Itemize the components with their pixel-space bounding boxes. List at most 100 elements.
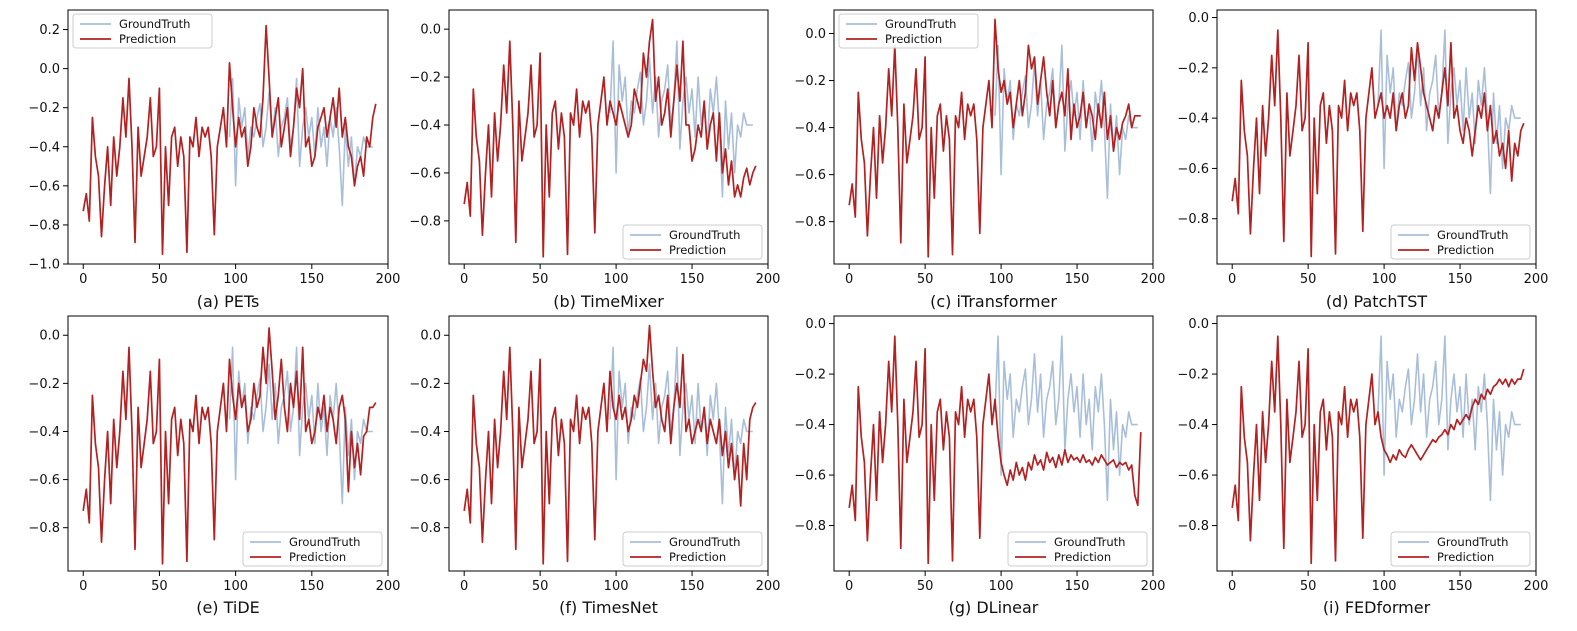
legend-label: Prediction — [1437, 550, 1494, 564]
x-tick-label: 150 — [299, 272, 324, 287]
legend-label: GroundTruth — [885, 17, 956, 31]
groundtruth-line — [994, 335, 1138, 502]
x-tick-label: 150 — [1065, 272, 1090, 287]
y-tick-label: 0.0 — [1188, 317, 1209, 332]
y-tick-label: −0.4 — [409, 425, 441, 440]
chart-panel: 0 50 100 150 200 −1.0 −0.8 −0.6 −0.4 −0.2 0.0 0.2 Gr… — [28, 9, 401, 311]
chart-panel: 0 50 100 150 200 −0.8 −0.6 −0.4 −0.2 0.0 GroundTru… — [1177, 315, 1548, 617]
chart-panel: 0 50 100 150 200 −0.8 −0.6 −0.4 −0.2 0.0 GroundTru… — [409, 9, 780, 311]
x-tick-label: 0 — [460, 579, 468, 594]
legend-label: GroundTruth — [289, 535, 360, 549]
x-tick-label: 50 — [532, 272, 549, 287]
y-tick-label: 0.0 — [420, 329, 441, 344]
axes-frame — [833, 9, 1154, 265]
y-tick-label: −0.6 — [794, 168, 826, 183]
chart-panel: 0 50 100 150 200 −0.8 −0.6 −0.4 −0.2 0.0 GroundTru… — [409, 315, 780, 617]
x-tick-label: 100 — [604, 579, 629, 594]
panel-caption: (d) PatchTST — [1326, 292, 1428, 311]
legend-label: Prediction — [885, 32, 942, 46]
legend-label: GroundTruth — [1437, 228, 1508, 242]
y-tick-label: −0.6 — [409, 166, 441, 181]
x-tick-label: 150 — [680, 579, 705, 594]
prediction-line — [463, 324, 757, 565]
x-tick-label: 100 — [1372, 272, 1397, 287]
y-tick-label: −0.8 — [409, 214, 441, 229]
legend-label: GroundTruth — [669, 228, 740, 242]
x-tick-label: 0 — [845, 272, 853, 287]
y-tick-label: −0.4 — [28, 425, 60, 440]
axes-frame — [448, 9, 769, 265]
x-tick-label: 50 — [532, 579, 549, 594]
groundtruth-line — [228, 346, 373, 505]
x-tick-label: 0 — [79, 272, 87, 287]
axes-frame — [67, 315, 389, 572]
x-tick-label: 200 — [376, 272, 401, 287]
y-tick-label: 0.0 — [805, 27, 826, 42]
legend-label: Prediction — [669, 550, 726, 564]
y-tick-label: −1.0 — [28, 258, 60, 273]
x-tick-label: 50 — [1300, 579, 1317, 594]
x-tick-label: 100 — [989, 272, 1014, 287]
x-tick-label: 50 — [151, 579, 168, 594]
legend-label: Prediction — [1054, 550, 1111, 564]
y-tick-label: 0.0 — [39, 329, 60, 344]
y-tick-label: −0.4 — [794, 418, 826, 433]
legend-label: Prediction — [119, 32, 176, 46]
x-tick-label: 100 — [1372, 579, 1397, 594]
x-tick-label: 200 — [1141, 579, 1166, 594]
x-tick-label: 50 — [917, 579, 934, 594]
prediction-line — [463, 18, 757, 258]
y-tick-label: −0.6 — [28, 179, 60, 194]
legend-label: GroundTruth — [1054, 535, 1125, 549]
y-tick-label: −0.2 — [409, 71, 441, 86]
x-tick-label: 0 — [460, 272, 468, 287]
x-tick-label: 200 — [1524, 272, 1549, 287]
x-tick-label: 0 — [1228, 579, 1236, 594]
y-tick-label: −0.8 — [1177, 519, 1209, 534]
groundtruth-line — [609, 346, 753, 505]
y-tick-label: −0.4 — [1177, 418, 1209, 433]
y-tick-label: −0.2 — [794, 74, 826, 89]
panel-caption: (e) TiDE — [196, 598, 260, 617]
groundtruth-line — [228, 77, 373, 207]
x-tick-label: 150 — [680, 272, 705, 287]
panel-caption: (b) TimeMixer — [553, 292, 664, 311]
x-tick-label: 0 — [1228, 272, 1236, 287]
chart-panel: 0 50 100 150 200 −0.8 −0.6 −0.4 −0.2 0.0 GroundTru… — [1177, 9, 1549, 311]
y-tick-label: −0.6 — [1177, 469, 1209, 484]
y-tick-label: −0.8 — [28, 218, 60, 233]
x-tick-label: 50 — [1300, 272, 1317, 287]
prediction-line — [1231, 335, 1525, 565]
panel-caption: (f) TimesNet — [559, 598, 658, 617]
y-tick-label: −0.8 — [409, 521, 441, 536]
y-tick-label: −0.6 — [409, 473, 441, 488]
chart-panel: 0 50 100 150 200 −0.8 −0.6 −0.4 −0.2 0.0 GroundTru… — [794, 9, 1165, 311]
panel-caption: (a) PETs — [197, 292, 260, 311]
y-tick-label: −0.2 — [409, 377, 441, 392]
x-tick-label: 150 — [1065, 579, 1090, 594]
prediction-line — [848, 18, 1141, 258]
x-tick-label: 200 — [376, 579, 401, 594]
y-tick-label: −0.4 — [794, 121, 826, 136]
axes-frame — [1216, 315, 1537, 572]
groundtruth-line — [609, 40, 753, 198]
y-tick-label: −0.8 — [794, 215, 826, 230]
groundtruth-line — [1377, 335, 1521, 502]
y-tick-label: −0.8 — [28, 521, 60, 536]
prediction-line — [82, 327, 377, 565]
x-tick-label: 50 — [917, 272, 934, 287]
y-tick-label: −0.4 — [1177, 112, 1209, 127]
x-tick-label: 100 — [223, 579, 248, 594]
y-tick-label: 0.0 — [420, 23, 441, 38]
legend-label: GroundTruth — [1437, 535, 1508, 549]
axes-frame — [448, 315, 769, 572]
y-tick-label: 0.0 — [39, 62, 60, 77]
legend-label: GroundTruth — [119, 17, 190, 31]
